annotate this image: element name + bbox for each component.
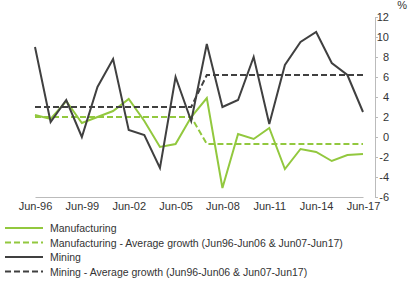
y-tick: 4 [375,91,389,103]
x-tick: Jun-08 [206,197,240,212]
legend-item: Mining [5,251,81,263]
y-axis-line [375,18,376,198]
y-tick: 6 [375,71,389,83]
x-axis: Jun-96 Jun-99 Jun-02 Jun-05 Jun-08 Jun-11 Jun-… [19,197,381,212]
y-tick: 0 [375,131,389,143]
y-tick-label: 8 [383,51,389,63]
x-tick: Jun-05 [159,197,193,212]
legend-item: Mining - Average growth (Jun96-Jun06 & J… [5,266,307,278]
y-tick-label: 2 [383,111,389,123]
plot-lines [35,32,363,188]
x-tick-label: Jun-08 [206,200,240,212]
legend-swatch [5,242,43,244]
y-tick: 2 [375,111,389,123]
y-tick-mark [375,177,378,178]
y-tick-label: -6 [379,191,389,203]
x-tick: Jun-99 [66,197,100,212]
y-tick-mark [375,157,378,158]
x-tick-label: Jun-11 [253,200,286,212]
y-tick-label: -2 [379,151,389,163]
legend-swatch [5,256,43,258]
y-tick-label: 0 [383,131,389,143]
legend-item: Manufacturing [5,222,117,234]
legend-item: Manufacturing - Average growth (Jun96-Ju… [5,237,343,249]
legend-label: Mining [50,251,81,263]
y-tick: 10 [375,31,389,43]
y-tick: -4 [375,171,389,183]
series-line [35,98,363,188]
y-tick: 12 [375,11,389,23]
y-tick-mark [375,77,378,78]
y-tick-label: 6 [383,71,389,83]
x-tick: Jun-02 [112,197,146,212]
x-tick-label: Jun-02 [112,200,146,212]
series-line [35,32,363,168]
x-tick-label: Jun-96 [19,200,53,212]
x-tick-label: Jun-14 [300,200,334,212]
y-tick-mark [375,197,378,198]
y-tick-label: 10 [377,31,389,43]
x-tick-label: Jun-99 [66,200,100,212]
legend-label: Manufacturing - Average growth (Jun96-Ju… [50,237,343,249]
y-tick-label: 12 [377,11,389,23]
x-tick: Jun-96 [19,197,53,212]
y-tick-mark [375,57,378,58]
y-tick-label: 4 [383,91,389,103]
chart: -6 -4 -2 0 2 4 6 8 10 12% Jun-96 Jun-99 Jun-02 Jun-05… [0,0,416,292]
legend-swatch [5,227,43,229]
average-line [35,75,363,107]
legend-label: Manufacturing [50,222,117,234]
y-tick: -2 [375,151,389,163]
y-axis: -6 -4 -2 0 2 4 6 8 10 12 [375,11,389,203]
x-tick: Jun-11 [253,197,286,212]
x-tick: Jun-17 [347,197,381,212]
x-axis-line [36,197,364,198]
legend-swatch [5,271,43,273]
legend-label: Mining - Average growth (Jun96-Jun06 & J… [50,266,307,278]
y-tick-label: -4 [379,171,389,183]
y-tick-mark [375,97,378,98]
legend: Manufacturing Manufacturing - Average gro… [5,222,343,278]
y-axis-title: % [397,0,407,11]
x-tick: Jun-14 [300,197,334,212]
x-tick-label: Jun-05 [159,200,193,212]
x-tick-label: Jun-17 [347,200,381,212]
y-tick-mark [375,117,378,118]
y-tick-mark [375,137,378,138]
y-tick: 8 [375,51,389,63]
